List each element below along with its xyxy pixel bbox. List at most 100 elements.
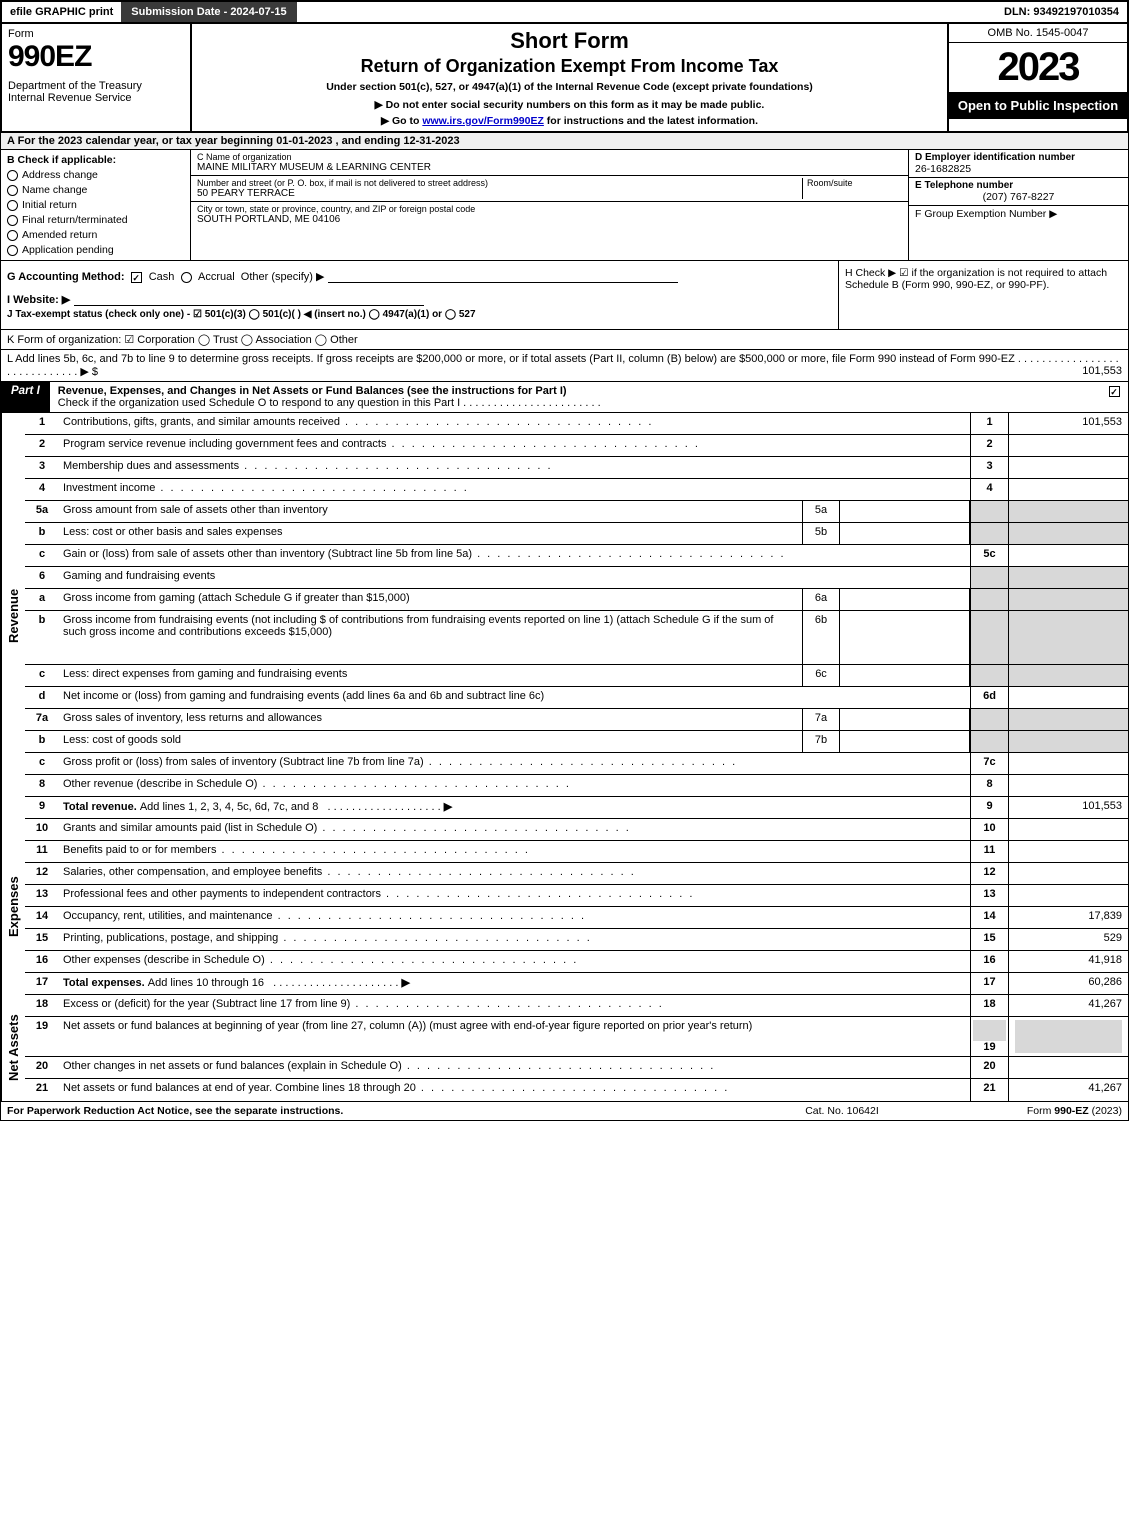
line-6b-sn: 6b [802, 611, 840, 664]
line-7a-shadev [1008, 709, 1128, 730]
line-21-num: 21 [25, 1079, 59, 1101]
line-6a-num: a [25, 589, 59, 610]
line-17-val: 60,286 [1008, 973, 1128, 994]
line-20-desc: Other changes in net assets or fund bala… [59, 1057, 970, 1078]
line-6a-sv [840, 589, 970, 610]
line-5c-num: c [25, 545, 59, 566]
line-11-ref: 11 [970, 841, 1008, 862]
line-5b-shadev [1008, 523, 1128, 544]
line-6-desc: Gaming and fundraising events [59, 567, 970, 588]
submission-date-button[interactable]: Submission Date - 2024-07-15 [121, 2, 296, 22]
line-5a-num: 5a [25, 501, 59, 522]
subtitle: Under section 501(c), 527, or 4947(a)(1)… [198, 81, 941, 93]
opt-final-return: Final return/terminated [22, 214, 128, 226]
chk-final-return[interactable] [7, 215, 18, 226]
line-6c-desc: Less: direct expenses from gaming and fu… [59, 665, 802, 686]
dln-label: DLN: 93492197010354 [996, 2, 1127, 22]
chk-application-pending[interactable] [7, 245, 18, 256]
chk-amended-return[interactable] [7, 230, 18, 241]
line-10-num: 10 [25, 819, 59, 840]
section-l-text: L Add lines 5b, 6c, and 7b to line 9 to … [7, 353, 1119, 378]
line-4-desc: Investment income [59, 479, 970, 500]
line-7b-shade [970, 731, 1008, 752]
telephone-label: E Telephone number [915, 180, 1122, 191]
line-7c-ref: 7c [970, 753, 1008, 774]
row-a-tax-year: A For the 2023 calendar year, or tax yea… [0, 133, 1129, 150]
opt-application-pending: Application pending [22, 244, 114, 256]
instructions-link-line: ▶ Go to www.irs.gov/Form990EZ for instru… [198, 115, 941, 127]
org-name-label: C Name of organization [197, 152, 902, 162]
line-10-desc: Grants and similar amounts paid (list in… [59, 819, 970, 840]
line-21-desc: Net assets or fund balances at end of ye… [59, 1079, 970, 1101]
opt-amended-return: Amended return [22, 229, 97, 241]
line-5a-sv [840, 501, 970, 522]
top-bar: efile GRAPHIC print Submission Date - 20… [0, 0, 1129, 24]
line-19-desc: Net assets or fund balances at beginning… [59, 1017, 970, 1056]
form-title-block: Short Form Return of Organization Exempt… [192, 24, 947, 131]
line-5a-shade [970, 501, 1008, 522]
form-header: Form 990EZ Department of the Treasury In… [0, 24, 1129, 133]
line-14-ref: 14 [970, 907, 1008, 928]
irs-link[interactable]: www.irs.gov/Form990EZ [422, 115, 544, 127]
line-2-num: 2 [25, 435, 59, 456]
line-5b-desc: Less: cost or other basis and sales expe… [59, 523, 802, 544]
line-15-ref: 15 [970, 929, 1008, 950]
line-18-num: 18 [25, 995, 59, 1016]
line-6b-shade [970, 611, 1008, 664]
line-5b-shade [970, 523, 1008, 544]
line-4-num: 4 [25, 479, 59, 500]
line-6c-shade [970, 665, 1008, 686]
address-label: Number and street (or P. O. box, if mail… [197, 178, 802, 188]
expenses-table: Expenses 10Grants and similar amounts pa… [0, 819, 1129, 995]
line-7a-num: 7a [25, 709, 59, 730]
group-exemption-label: F Group Exemption Number ▶ [915, 208, 1122, 220]
section-h-text: H Check ▶ ☑ if the organization is not r… [845, 267, 1122, 291]
line-8-val [1008, 775, 1128, 796]
line-6a-desc: Gross income from gaming (attach Schedul… [59, 589, 802, 610]
chk-name-change[interactable] [7, 185, 18, 196]
line-7b-sv [840, 731, 970, 752]
form-id-block: Form 990EZ Department of the Treasury In… [2, 24, 192, 131]
line-8-num: 8 [25, 775, 59, 796]
line-7a-shade [970, 709, 1008, 730]
line-13-num: 13 [25, 885, 59, 906]
line-9-num: 9 [25, 797, 59, 818]
line-5a-desc: Gross amount from sale of assets other t… [59, 501, 802, 522]
line-20-val [1008, 1057, 1128, 1078]
line-6a-shadev [1008, 589, 1128, 610]
chk-address-change[interactable] [7, 170, 18, 181]
line-11-val [1008, 841, 1128, 862]
chk-accrual[interactable] [181, 272, 192, 283]
line-14-num: 14 [25, 907, 59, 928]
line-6b-num: b [25, 611, 59, 664]
line-1-ref: 1 [970, 413, 1008, 434]
line-19-num: 19 [25, 1017, 59, 1056]
omb-number: OMB No. 1545-0047 [949, 24, 1127, 43]
line-5c-val [1008, 545, 1128, 566]
line-10-ref: 10 [970, 819, 1008, 840]
line-6c-sn: 6c [802, 665, 840, 686]
line-6d-ref: 6d [970, 687, 1008, 708]
line-8-desc: Other revenue (describe in Schedule O) [59, 775, 970, 796]
part-1-header: Part I Revenue, Expenses, and Changes in… [0, 382, 1129, 413]
line-9-val: 101,553 [1008, 797, 1128, 818]
line-2-ref: 2 [970, 435, 1008, 456]
line-16-ref: 16 [970, 951, 1008, 972]
tax-year: 2023 [949, 43, 1127, 92]
line-6b-shadev [1008, 611, 1128, 664]
line-6c-sv [840, 665, 970, 686]
line-2-val [1008, 435, 1128, 456]
part-1-tag: Part I [1, 382, 50, 412]
line-5a-shadev [1008, 501, 1128, 522]
line-7b-desc: Less: cost of goods sold [59, 731, 802, 752]
efile-print-button[interactable]: efile GRAPHIC print [2, 2, 121, 22]
link-suffix: for instructions and the latest informat… [544, 115, 758, 127]
room-label: Room/suite [807, 178, 902, 188]
city-value: SOUTH PORTLAND, ME 04106 [197, 214, 902, 225]
line-7c-num: c [25, 753, 59, 774]
chk-schedule-o[interactable] [1109, 386, 1120, 397]
chk-cash[interactable] [131, 272, 142, 283]
line-3-ref: 3 [970, 457, 1008, 478]
line-7a-desc: Gross sales of inventory, less returns a… [59, 709, 802, 730]
chk-initial-return[interactable] [7, 200, 18, 211]
